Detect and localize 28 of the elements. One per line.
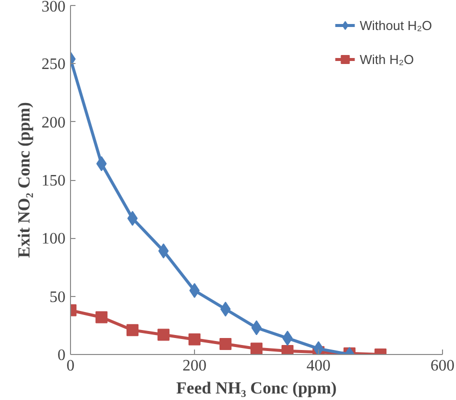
y-axis-title: Exit NO₂ Conc (ppm) (14, 102, 34, 258)
y-tick-label: 50 (50, 288, 66, 306)
point (313, 341, 324, 354)
y-tick-label: 250 (42, 56, 66, 74)
y-tick-label: 100 (42, 230, 66, 248)
point (282, 330, 293, 346)
point (220, 302, 231, 317)
legend-label: Without H₂O (360, 18, 432, 32)
point (251, 320, 262, 336)
x-tick-label: 600 (430, 358, 454, 374)
point (189, 283, 200, 298)
x-axis-title: Feed NH₃ Conc (ppm) (176, 378, 337, 398)
point (158, 328, 170, 341)
y-tick-label: 300 (42, 0, 66, 16)
point (127, 210, 138, 226)
y-tick-label: 0 (58, 347, 66, 364)
point (220, 338, 232, 350)
x-tick-label: 400 (306, 358, 330, 374)
point (96, 156, 107, 172)
x-tick-label: 200 (182, 358, 206, 374)
legend-label: With H₂O (360, 52, 414, 66)
point (188, 333, 200, 346)
y-tick-label: 150 (42, 172, 66, 190)
point (250, 342, 262, 354)
point (158, 243, 169, 258)
y-tick-label: 200 (42, 114, 66, 132)
point (96, 311, 108, 324)
point (126, 324, 138, 336)
